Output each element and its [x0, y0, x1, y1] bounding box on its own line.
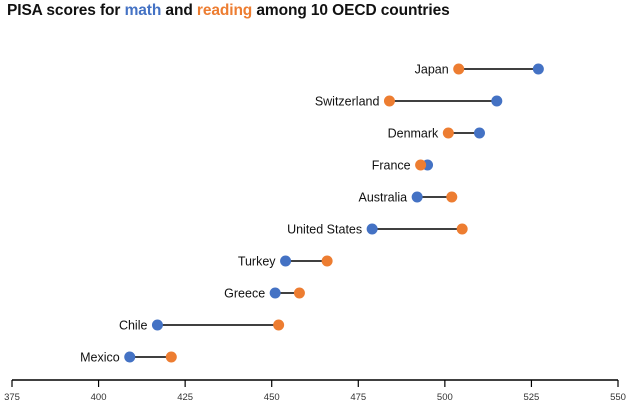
reading-point: [321, 255, 333, 267]
math-point: [124, 351, 136, 363]
title-prefix: PISA scores for: [7, 2, 125, 19]
math-point: [473, 127, 485, 139]
country-label: United States: [287, 223, 362, 237]
math-point: [491, 95, 503, 107]
x-tick-label: 450: [264, 392, 280, 403]
x-tick-label: 425: [177, 392, 193, 403]
country-label: Switzerland: [315, 95, 380, 109]
math-point: [269, 287, 281, 299]
x-tick-label: 550: [610, 392, 626, 403]
country-label: Denmark: [388, 127, 439, 141]
math-point: [411, 191, 423, 203]
reading-point: [446, 191, 458, 203]
reading-point: [453, 63, 465, 75]
country-label: Australia: [359, 191, 408, 205]
country-label: Japan: [415, 63, 449, 77]
title-suffix: among 10 OECD countries: [252, 2, 450, 19]
title-math-word: math: [124, 2, 162, 19]
country-label: Greece: [224, 287, 265, 301]
reading-point: [442, 127, 454, 139]
x-tick-label: 500: [437, 392, 453, 403]
x-tick-label: 375: [4, 392, 20, 403]
reading-point: [383, 95, 395, 107]
reading-point: [273, 319, 285, 331]
country-label: Chile: [119, 319, 148, 333]
math-point: [151, 319, 163, 331]
x-tick-label: 475: [350, 392, 366, 403]
x-tick-label: 525: [523, 392, 539, 403]
reading-point: [456, 223, 468, 235]
reading-point: [165, 351, 177, 363]
reading-point: [415, 159, 427, 171]
math-point: [280, 255, 292, 267]
title-middle: and: [161, 2, 197, 19]
country-label: France: [372, 159, 411, 173]
title-reading-word: reading: [196, 2, 253, 19]
math-point: [366, 223, 378, 235]
reading-point: [293, 287, 305, 299]
country-label: Mexico: [80, 351, 120, 365]
chart-title: PISA scores for math and reading among 1…: [7, 2, 450, 20]
country-label: Turkey: [238, 255, 276, 269]
math-point: [532, 63, 544, 75]
x-tick-label: 400: [91, 392, 107, 403]
